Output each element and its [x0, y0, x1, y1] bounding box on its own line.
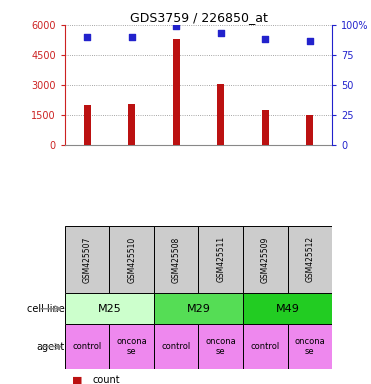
Bar	[262, 110, 269, 145]
Bar	[65, 226, 109, 293]
Text: GSM425512: GSM425512	[305, 236, 314, 283]
Point	[173, 23, 179, 29]
Bar	[128, 104, 135, 145]
Text: oncona
se: oncona se	[116, 337, 147, 356]
Title: GDS3759 / 226850_at: GDS3759 / 226850_at	[129, 11, 267, 24]
Bar	[243, 324, 288, 369]
Text: GSM425507: GSM425507	[83, 236, 92, 283]
Point	[262, 36, 268, 42]
Text: control: control	[251, 342, 280, 351]
Text: count: count	[93, 375, 120, 384]
Bar	[154, 293, 243, 324]
Bar	[217, 84, 224, 145]
Bar	[198, 226, 243, 293]
Bar	[109, 324, 154, 369]
Text: cell line: cell line	[27, 304, 65, 314]
Text: GSM425510: GSM425510	[127, 236, 136, 283]
Text: ■: ■	[72, 375, 83, 384]
Bar	[243, 293, 332, 324]
Point	[307, 38, 313, 44]
Text: GSM425508: GSM425508	[172, 236, 181, 283]
Bar	[198, 324, 243, 369]
Text: oncona
se: oncona se	[295, 337, 325, 356]
Text: M29: M29	[187, 304, 210, 314]
Text: M25: M25	[98, 304, 121, 314]
Text: M49: M49	[276, 304, 299, 314]
Text: oncona
se: oncona se	[206, 337, 236, 356]
Point	[84, 34, 90, 40]
Bar	[288, 324, 332, 369]
Text: agent: agent	[37, 341, 65, 352]
Bar	[154, 324, 198, 369]
Bar	[65, 293, 154, 324]
Text: GSM425509: GSM425509	[261, 236, 270, 283]
Point	[129, 34, 135, 40]
Bar	[65, 324, 109, 369]
Bar	[154, 226, 198, 293]
Bar	[288, 226, 332, 293]
Bar	[306, 115, 313, 145]
Bar	[84, 105, 91, 145]
Text: control: control	[73, 342, 102, 351]
Text: GSM425511: GSM425511	[216, 236, 225, 283]
Bar	[109, 226, 154, 293]
Text: control: control	[162, 342, 191, 351]
Point	[218, 30, 224, 36]
Bar	[243, 226, 288, 293]
Bar	[173, 39, 180, 145]
